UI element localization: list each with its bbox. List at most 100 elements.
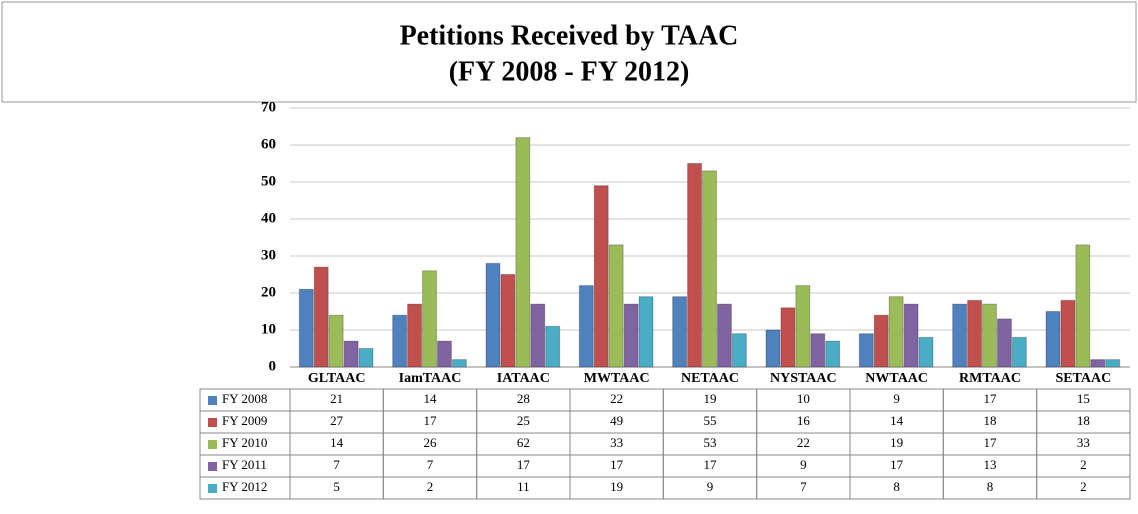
- chart-title: Petitions Received by TAAC: [400, 20, 739, 51]
- y-tick-label: 70: [261, 99, 276, 115]
- legend-key: [208, 396, 217, 405]
- table-value: 16: [797, 413, 811, 428]
- table-value: 17: [890, 457, 904, 472]
- bar: [780, 307, 796, 368]
- table-value: 53: [704, 435, 717, 450]
- table-value: 18: [1077, 413, 1090, 428]
- table-value: 17: [984, 391, 998, 406]
- bar: [1011, 336, 1027, 368]
- legend-label: FY 2011: [222, 457, 267, 472]
- legend-label: FY 2010: [222, 435, 267, 450]
- y-tick-label: 40: [261, 210, 276, 226]
- x-tick-label: GLTAAC: [308, 371, 366, 386]
- legend-key: [208, 440, 217, 449]
- bar: [343, 340, 359, 368]
- table-value: 13: [984, 457, 997, 472]
- bar: [530, 303, 546, 368]
- x-tick-label: MWTAAC: [584, 371, 650, 386]
- table-value: 2: [427, 479, 434, 494]
- table-value: 21: [330, 391, 343, 406]
- y-tick-label: 10: [261, 321, 276, 337]
- bar: [858, 333, 874, 368]
- bar: [545, 325, 561, 368]
- legend-label: FY 2008: [222, 391, 267, 406]
- bar: [716, 303, 732, 368]
- table-value: 10: [797, 391, 810, 406]
- bar: [952, 303, 968, 368]
- bar: [451, 359, 467, 368]
- table-value: 17: [704, 457, 718, 472]
- table-value: 17: [984, 435, 998, 450]
- legend-key: [208, 418, 217, 427]
- table-value: 5: [333, 479, 340, 494]
- bar: [918, 336, 934, 368]
- table-value: 15: [1077, 391, 1090, 406]
- bar: [422, 270, 437, 368]
- table-value: 2: [1080, 457, 1087, 472]
- bar: [731, 333, 747, 368]
- table-value: 17: [517, 457, 531, 472]
- bar: [1060, 299, 1076, 368]
- table-value: 14: [890, 413, 904, 428]
- x-tick-label: SETAAC: [1055, 371, 1111, 386]
- legend-label: FY 2012: [222, 479, 267, 494]
- bar: [407, 303, 423, 368]
- bar: [578, 285, 594, 368]
- bar: [515, 137, 531, 368]
- table-value: 19: [704, 391, 717, 406]
- table-value: 18: [984, 413, 997, 428]
- bar: [873, 314, 889, 368]
- bar: [500, 274, 516, 368]
- bar: [593, 185, 609, 368]
- bar: [967, 299, 983, 368]
- table-value: 55: [704, 413, 717, 428]
- table-value: 26: [424, 435, 438, 450]
- table-value: 19: [610, 479, 623, 494]
- table-value: 2: [1080, 479, 1087, 494]
- bar: [702, 170, 717, 368]
- y-tick-label: 50: [261, 173, 276, 189]
- x-tick-label: NETAAC: [681, 371, 739, 386]
- bar: [1090, 359, 1106, 368]
- table-value: 8: [893, 479, 900, 494]
- x-tick-label: RMTAAC: [959, 371, 1021, 386]
- table-value: 8: [987, 479, 994, 494]
- title-frame: [1, 1, 1137, 103]
- bar: [672, 296, 688, 368]
- table-value: 7: [333, 457, 340, 472]
- table-cell: [1036, 476, 1131, 500]
- bar: [485, 262, 501, 368]
- table-value: 22: [610, 391, 623, 406]
- table-value: 11: [517, 479, 530, 494]
- bar: [392, 314, 408, 368]
- bar: [1105, 359, 1121, 368]
- table-value: 49: [610, 413, 623, 428]
- table-value: 14: [424, 391, 438, 406]
- table-value: 14: [330, 435, 344, 450]
- table-value: 7: [800, 479, 807, 494]
- bar: [313, 266, 329, 368]
- chart-subtitle: (FY 2008 - FY 2012): [449, 56, 690, 87]
- bar: [623, 303, 639, 368]
- bar: [358, 348, 374, 368]
- x-tick-label: NWTAAC: [865, 371, 928, 386]
- table-value: 17: [610, 457, 624, 472]
- table-value: 22: [797, 435, 810, 450]
- table-value: 27: [330, 413, 344, 428]
- y-tick-label: 0: [269, 358, 277, 374]
- bar: [328, 314, 344, 368]
- table-value: 9: [893, 391, 900, 406]
- bar: [608, 244, 624, 368]
- bar: [1045, 311, 1061, 368]
- table-value: 19: [890, 435, 903, 450]
- bar: [795, 285, 811, 368]
- bar: [996, 318, 1012, 368]
- table-value: 33: [1077, 435, 1090, 450]
- y-tick-label: 30: [261, 247, 276, 263]
- bar: [765, 329, 781, 368]
- bar: [903, 303, 919, 368]
- bar: [982, 303, 997, 368]
- bar: [298, 288, 314, 368]
- bar: [638, 296, 654, 368]
